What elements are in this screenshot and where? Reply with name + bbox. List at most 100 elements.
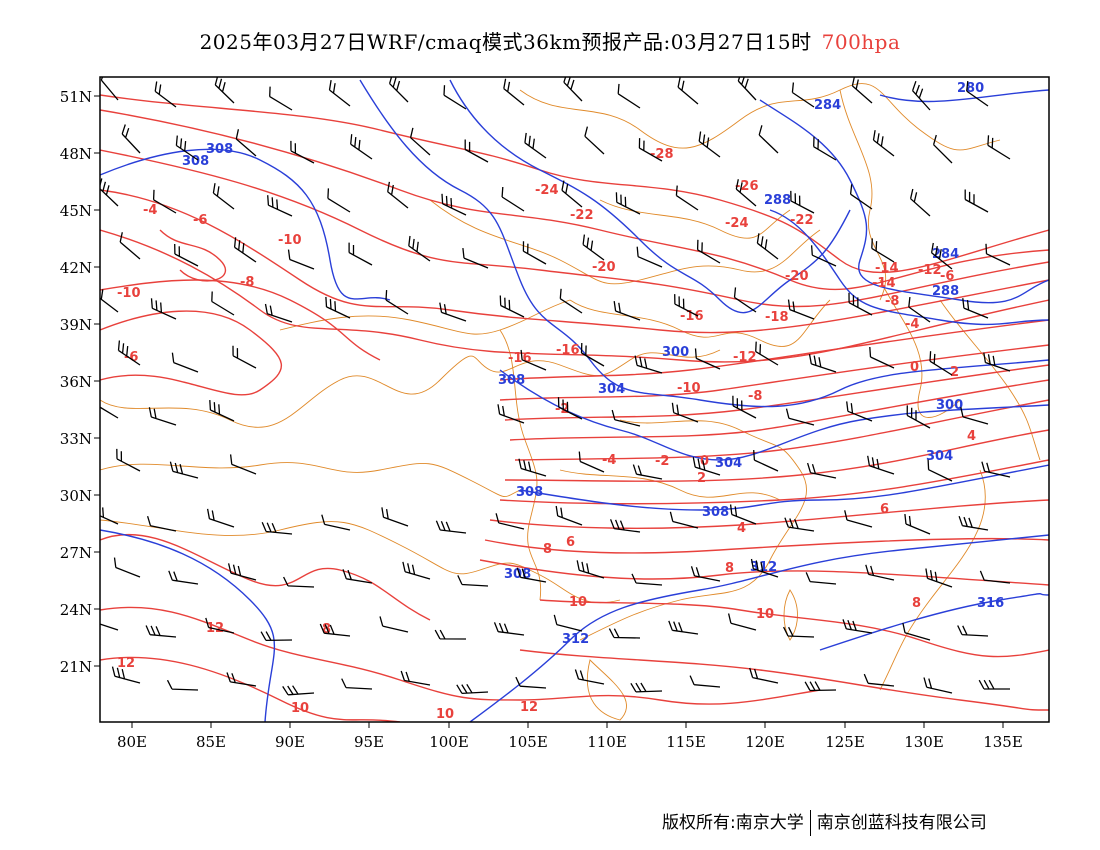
wind-barb [321,514,351,531]
border-line [839,89,886,301]
wind-barb [923,677,953,694]
isotherm-label: 8 [322,622,331,637]
wind-barb [522,241,547,265]
isotherm-label: -16 [680,309,704,324]
lat-tick-label: 33N [60,430,92,448]
wind-barb [387,181,409,209]
wind-barb [750,558,779,578]
wind-barb [261,522,293,535]
border-line [599,199,791,239]
wind-barb [978,679,1010,690]
isotherm [100,533,431,621]
wind-barb [342,569,373,584]
isotherm-label: 10 [569,595,587,610]
lat-tick-label: 39N [60,316,92,334]
wind-barb [116,448,141,472]
wind-barb [121,124,141,154]
wind-barb [617,83,641,109]
wind-barb [753,450,779,472]
isotherm-label: -8 [885,294,899,309]
wind-barb [319,623,351,637]
isotherm-label: -8 [748,389,762,404]
isotherm-label: 8 [912,596,921,611]
wind-barb [785,408,815,426]
wind-barb [671,402,699,423]
wind-barb [957,625,989,637]
wind-barb [150,298,177,320]
wind-barb [290,140,315,164]
geopotential-label: 304 [715,456,742,471]
border-line [429,199,821,285]
isotherm [100,229,1049,363]
wind-barb [865,564,895,581]
geopotential-contour [100,148,391,301]
wind-barb [668,620,699,635]
wind-barb [908,297,931,323]
geopotential-label: 316 [977,596,1004,611]
geopotential-contour [469,534,1049,722]
wind-barb [844,510,873,528]
isotherm-label: 6 [880,502,889,517]
wind-barb [100,406,119,419]
geopotential-label: 308 [206,142,233,157]
wind-barb [119,232,141,260]
wind-barb [582,234,605,261]
wind-barb [388,77,409,103]
wind-barb [145,625,177,638]
isotherm [159,229,227,282]
wind-barb [756,233,779,260]
isotherm [100,149,1049,308]
wind-barb [791,82,815,108]
wind-barb [981,461,1011,478]
wind-barb [464,139,489,163]
wind-barb [457,575,489,587]
wind-barb [849,184,873,210]
wind-barb [327,188,351,213]
isotherm-label: -20 [785,269,809,284]
wind-barb [434,629,467,640]
wind-barb [325,296,351,319]
isotherm [514,399,1049,461]
isotherm [489,499,1049,529]
geopotential-label: 308 [702,505,729,520]
wind-barb [615,192,641,215]
wind-barb [408,235,431,262]
geopotential-contour [769,209,1049,326]
chart-title: 2025年03月27日WRF/cmaq模式36km预报产品:03月27日15时 7… [0,26,1100,55]
wind-barb [154,81,177,108]
geopotential-contour [819,593,1049,651]
isotherm-label: 4 [967,429,976,444]
wind-barb [409,127,431,156]
geopotential-label: 308 [498,373,525,388]
isotherm-label: -22 [790,213,814,228]
geopotential-label: 300 [662,345,689,360]
geopotential-contour [879,89,1049,103]
wind-barb [283,576,315,588]
wind-barb [869,346,895,369]
lon-tick-label: 125E [825,733,865,751]
lon-tick-label: 85E [196,733,226,751]
isotherm-label: -20 [592,260,616,275]
isotherm-label: -16 [508,351,532,366]
lat-tick-label: 24N [60,601,92,619]
wind-barb [755,341,779,366]
lat-axis: 51N 48N 45N 42N 39N 36N 33N 30N 27N 24N … [60,88,92,676]
wind-barb [932,134,953,164]
isotherm-label: 10 [291,701,309,716]
isotherm-label: 6 [566,535,575,550]
isotherm-label: 10 [756,607,774,622]
wind-barb [439,302,467,322]
isotherm-label: -16 [556,343,580,358]
wind-barb [515,676,547,689]
lat-tick-label: 27N [60,544,92,562]
isotherm-label: -10 [278,233,302,248]
pressure-level: 700hpa [821,30,901,54]
isotherm [539,599,1049,658]
wind-barb [148,407,177,426]
isotherm-label: -6 [940,269,954,284]
lon-tick-label: 90E [275,733,305,751]
wind-barb [964,189,989,213]
wind-barb [341,678,373,690]
wind-barb [267,195,293,217]
